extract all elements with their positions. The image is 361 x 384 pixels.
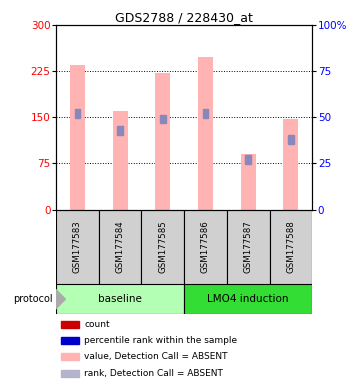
Bar [270,210,312,284]
Bar [227,210,270,284]
Bar [283,119,299,210]
Bar [288,135,294,144]
Text: protocol: protocol [13,294,53,304]
Text: GSM177588: GSM177588 [286,220,295,273]
Bar [74,109,80,118]
Bar [198,57,213,210]
Text: count: count [84,320,110,329]
Text: value, Detection Call = ABSENT: value, Detection Call = ABSENT [84,352,228,361]
Text: GSM177583: GSM177583 [73,220,82,273]
Bar [142,210,184,284]
Text: GSM177584: GSM177584 [116,220,125,273]
Text: GSM177585: GSM177585 [158,220,167,273]
Text: LMO4 induction: LMO4 induction [208,294,289,304]
Bar [61,353,79,360]
Title: GDS2788 / 228430_at: GDS2788 / 228430_at [115,11,253,24]
Bar [245,156,251,164]
Bar [160,115,166,124]
Bar [56,284,184,314]
Bar [56,210,99,284]
Bar [61,370,79,377]
Bar [99,210,142,284]
Text: baseline: baseline [98,294,142,304]
Bar [203,109,208,118]
Text: percentile rank within the sample: percentile rank within the sample [84,336,237,345]
Text: rank, Detection Call = ABSENT: rank, Detection Call = ABSENT [84,369,223,378]
Bar [184,284,312,314]
Bar [155,73,170,210]
Bar [241,154,256,210]
Bar [70,65,85,210]
Text: GSM177587: GSM177587 [244,220,253,273]
Bar [61,321,79,328]
Bar [113,111,127,210]
Text: GSM177586: GSM177586 [201,220,210,273]
Polygon shape [55,289,65,310]
Bar [117,126,123,134]
Bar [61,337,79,344]
Bar [184,210,227,284]
